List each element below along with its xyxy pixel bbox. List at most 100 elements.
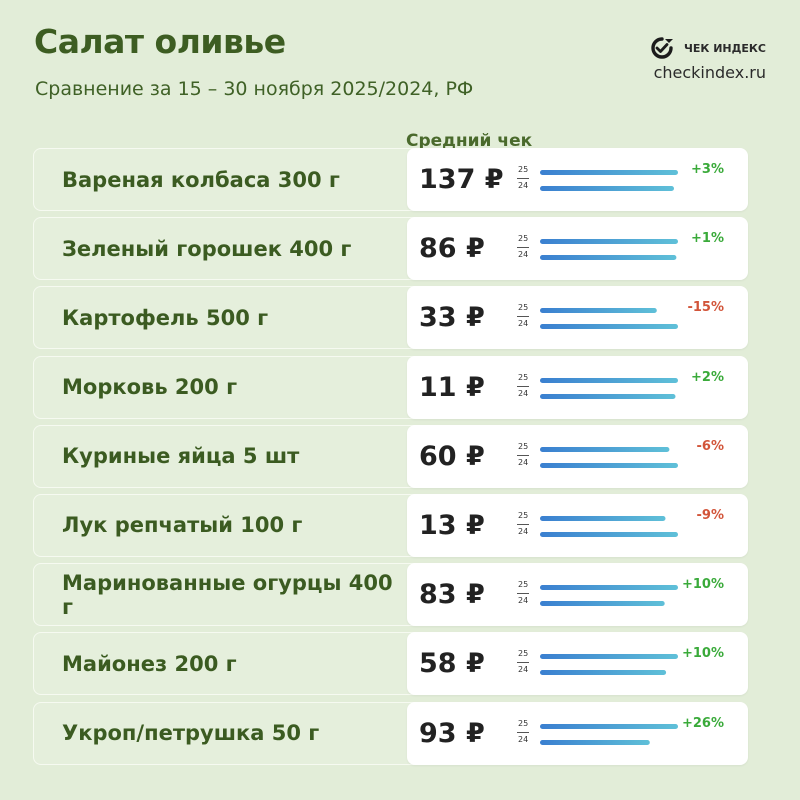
year-label-2024: 24 [518, 665, 529, 675]
list-item: Картофель 500 г 33 ₽ 25 24 -15% [33, 286, 748, 350]
bar-2024 [540, 255, 677, 261]
bars [540, 654, 678, 676]
year-divider [517, 731, 529, 733]
price-card: 58 ₽ 25 24 +10% [407, 632, 748, 696]
price-card: 11 ₽ 25 24 +2% [407, 355, 748, 419]
price-card: 137 ₽ 25 24 +3% [407, 148, 748, 211]
bar-2024 [540, 670, 667, 676]
change-percent: -15% [687, 300, 724, 316]
year-label-2025: 25 [518, 234, 529, 244]
bar-2025 [540, 585, 678, 591]
year-label-2024: 24 [518, 181, 529, 190]
year-divider [517, 662, 529, 664]
bar-2024 [540, 186, 674, 191]
year-label-2024: 24 [518, 734, 529, 744]
year-divider [517, 593, 529, 595]
bar-2025 [540, 515, 666, 521]
year-label-2024: 24 [518, 457, 529, 467]
price-value: 83 ₽ [419, 579, 485, 611]
item-label: Майонез 200 г [62, 651, 237, 676]
year-label-2024: 24 [518, 250, 529, 260]
price-value: 60 ₽ [419, 440, 485, 472]
year-divider [517, 385, 529, 387]
bar-2025 [540, 446, 670, 452]
bar-2024 [540, 393, 676, 399]
bars [540, 585, 678, 607]
change-percent: +10% [681, 577, 724, 593]
price-card: 83 ₽ 25 24 +10% [407, 563, 748, 627]
brand-name: ЧЕК ИНДЕКС [683, 41, 766, 55]
item-label: Морковь 200 г [62, 375, 238, 400]
change-percent: +26% [681, 715, 724, 731]
year-label-2024: 24 [518, 319, 529, 329]
change-percent: +2% [691, 369, 724, 385]
bars [540, 377, 678, 399]
change-percent: +3% [691, 162, 724, 177]
bar-2024 [540, 462, 678, 468]
item-label: Маринованные огурцы 400 г [62, 570, 393, 619]
year-label-2025: 25 [518, 372, 529, 382]
item-label: Вареная колбаса 300 г [62, 167, 340, 192]
list-item: Маринованные огурцы 400 г 83 ₽ 25 24 +10% [33, 563, 748, 627]
list-item: Морковь 200 г 11 ₽ 25 24 +2% [33, 355, 748, 419]
item-label: Куриные яйца 5 шт [62, 444, 300, 469]
year-label-2025: 25 [518, 649, 529, 659]
list-item: Зеленый горошек 400 г 86 ₽ 25 24 +1% [33, 217, 748, 281]
bars [540, 308, 678, 330]
change-percent: +10% [681, 646, 724, 662]
price-value: 13 ₽ [419, 509, 485, 541]
bar-2024 [540, 324, 678, 330]
year-label-2024: 24 [518, 596, 529, 606]
bar-2025 [540, 170, 678, 175]
price-card: 93 ₽ 25 24 +26% [407, 701, 748, 765]
brand: ЧЕК ИНДЕКС [650, 36, 766, 60]
year-divider [517, 178, 529, 179]
bars [540, 170, 678, 191]
bar-2024 [540, 531, 678, 537]
change-percent: -6% [696, 438, 724, 454]
item-label: Лук репчатый 100 г [62, 513, 303, 538]
brand-url: checkindex.ru [653, 63, 766, 82]
bars [540, 239, 678, 261]
change-percent: -9% [696, 507, 724, 523]
page-subtitle: Сравнение за 15 – 30 ноября 2025/2024, Р… [35, 78, 474, 100]
price-value: 86 ₽ [419, 233, 485, 265]
bar-2025 [540, 377, 678, 383]
price-card: 86 ₽ 25 24 +1% [407, 217, 748, 281]
price-value: 33 ₽ [419, 302, 485, 334]
price-card: 33 ₽ 25 24 -15% [407, 286, 748, 350]
year-label-2025: 25 [518, 441, 529, 451]
page-title: Салат оливье [34, 22, 286, 61]
price-card: 13 ₽ 25 24 -9% [407, 493, 748, 557]
year-label-2024: 24 [518, 388, 529, 398]
bars [540, 446, 678, 468]
items-list: Вареная колбаса 300 г 137 ₽ 25 24 +3% Зеленый… [33, 148, 748, 771]
column-title: Средний чек [406, 131, 533, 151]
bar-2024 [540, 601, 665, 607]
item-label: Картофель 500 г [62, 305, 269, 330]
list-item: Лук репчатый 100 г 13 ₽ 25 24 -9% [33, 493, 748, 557]
year-label-2024: 24 [518, 526, 529, 536]
bars [540, 723, 678, 745]
bars [540, 515, 678, 537]
bar-2025 [540, 239, 678, 245]
item-label: Укроп/петрушка 50 г [62, 721, 320, 745]
list-item: Укроп/петрушка 50 г 93 ₽ 25 24 +26% [33, 701, 748, 765]
year-label-2025: 25 [518, 718, 529, 728]
year-divider [517, 247, 529, 249]
list-item: Вареная колбаса 300 г 137 ₽ 25 24 +3% [33, 148, 748, 211]
bar-2025 [540, 723, 678, 729]
year-divider [517, 454, 529, 456]
year-label-2025: 25 [518, 510, 529, 520]
list-item: Майонез 200 г 58 ₽ 25 24 +10% [33, 632, 748, 696]
year-label-2025: 25 [518, 303, 529, 313]
price-card: 60 ₽ 25 24 -6% [407, 424, 748, 488]
bar-2025 [540, 654, 678, 660]
checkindex-logo-icon [651, 37, 673, 59]
year-divider [517, 523, 529, 525]
year-label-2025: 25 [518, 165, 529, 174]
bar-2024 [540, 739, 650, 745]
change-percent: +1% [691, 231, 724, 247]
price-value: 137 ₽ [419, 164, 504, 195]
item-label: Зеленый горошек 400 г [62, 236, 352, 261]
